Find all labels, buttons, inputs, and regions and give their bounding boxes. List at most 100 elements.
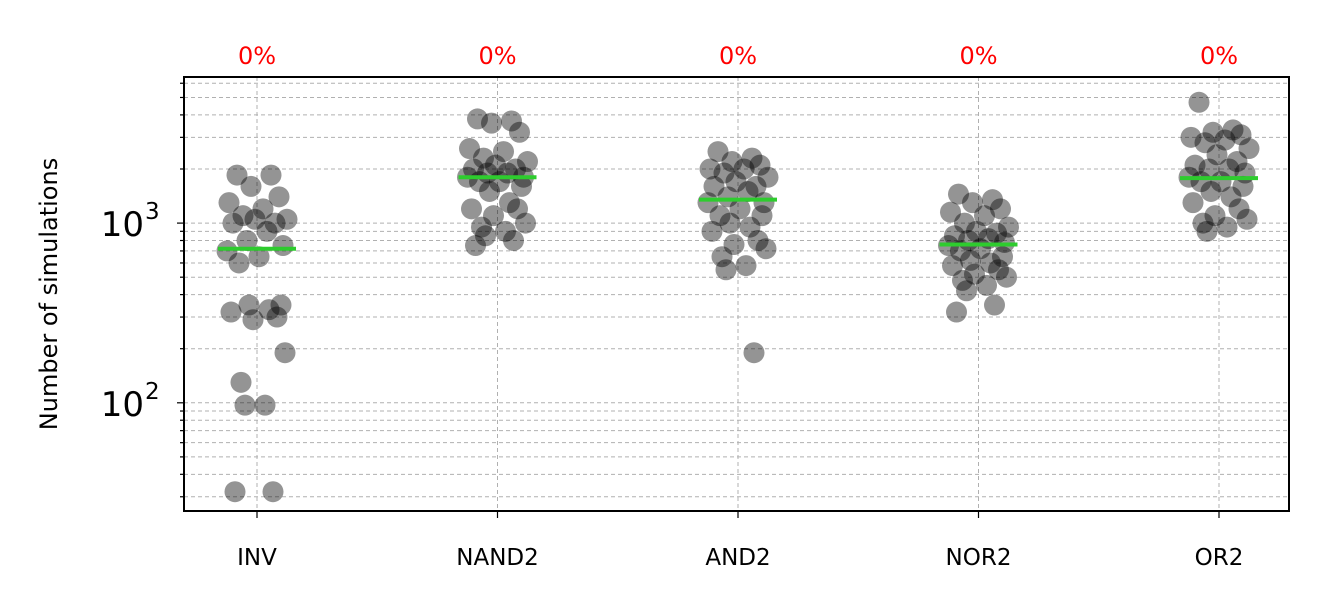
data-point-inv — [258, 299, 280, 321]
data-point-and2 — [699, 158, 721, 180]
data-point-inv — [248, 246, 270, 268]
data-point-inv — [230, 371, 252, 393]
data-point-or2 — [1192, 212, 1214, 234]
data-point-nand2 — [515, 212, 536, 234]
data-point-or2 — [1202, 121, 1224, 143]
data-point-nor2 — [984, 294, 1005, 316]
data-point-inv — [222, 212, 244, 234]
data-point-inv — [224, 481, 246, 503]
data-point-inv — [270, 294, 292, 316]
data-point-and2 — [723, 234, 745, 256]
data-point-and2 — [697, 192, 719, 214]
data-point-and2 — [707, 141, 729, 163]
data-point-and2 — [717, 186, 739, 208]
data-point-nor2 — [998, 216, 1019, 238]
data-point-and2 — [749, 154, 771, 176]
data-point-and2 — [709, 205, 731, 227]
data-point-and2 — [733, 158, 755, 180]
data-point-nand2 — [475, 225, 496, 247]
data-point-or2 — [1228, 198, 1250, 220]
data-point-and2 — [703, 175, 725, 197]
data-point-nand2 — [505, 158, 526, 180]
data-point-inv — [242, 309, 264, 331]
data-point-inv — [260, 164, 282, 186]
data-point-and2 — [719, 212, 741, 234]
data-point-inv — [276, 208, 298, 230]
x-tick-label-nor2: NOR2 — [946, 545, 1012, 571]
data-point-nor2 — [994, 231, 1015, 253]
data-point-and2 — [735, 255, 757, 277]
data-point-nor2 — [944, 225, 965, 247]
data-point-inv — [272, 235, 294, 257]
percent-annotation: 0% — [478, 42, 516, 70]
data-point-inv — [274, 342, 296, 364]
data-point-or2 — [1226, 151, 1248, 173]
data-point-inv — [228, 252, 250, 274]
data-point-nand2 — [473, 147, 494, 169]
y-tick-label-exponent: 2 — [145, 379, 160, 405]
data-point-and2 — [751, 205, 773, 227]
data-point-or2 — [1216, 216, 1238, 238]
median-layer — [218, 175, 1258, 251]
data-point-nand2 — [481, 112, 502, 134]
data-point-or2 — [1196, 220, 1218, 242]
points-layer — [216, 91, 1260, 503]
data-point-or2 — [1230, 124, 1252, 146]
y-tick-label-exponent: 3 — [145, 199, 160, 225]
data-point-or2 — [1188, 91, 1210, 113]
data-point-inv — [236, 230, 258, 252]
x-tick-label-and2: AND2 — [705, 545, 770, 571]
data-point-and2 — [701, 220, 723, 242]
data-point-and2 — [739, 216, 761, 238]
data-point-nor2 — [942, 255, 963, 277]
data-point-nor2 — [990, 198, 1011, 220]
x-tick-label-or2: OR2 — [1195, 545, 1244, 571]
data-point-and2 — [729, 198, 751, 220]
data-point-nand2 — [465, 235, 486, 257]
data-point-or2 — [1236, 208, 1258, 230]
data-point-inv — [234, 394, 256, 416]
data-point-or2 — [1222, 119, 1244, 141]
data-point-or2 — [1198, 158, 1220, 180]
data-point-or2 — [1180, 126, 1202, 148]
data-point-or2 — [1220, 186, 1242, 208]
data-point-nand2 — [501, 110, 522, 132]
data-point-and2 — [711, 246, 733, 268]
data-point-nor2 — [974, 205, 995, 227]
data-point-nand2 — [509, 121, 530, 143]
data-point-nor2 — [960, 249, 981, 271]
x-tick-label-nand2: NAND2 — [456, 545, 539, 571]
data-point-nand2 — [483, 205, 504, 227]
data-point-inv — [256, 220, 278, 242]
data-point-or2 — [1204, 205, 1226, 227]
data-point-nand2 — [493, 141, 514, 163]
data-point-or2 — [1184, 154, 1206, 176]
x-tick-label-inv: INV — [237, 545, 277, 571]
data-point-and2 — [753, 192, 775, 214]
data-point-inv — [244, 208, 266, 230]
y-tick-label: 10 — [101, 205, 144, 245]
y-tick-label: 10 — [101, 385, 144, 425]
data-point-inv — [264, 212, 286, 234]
data-point-and2 — [747, 230, 769, 252]
data-point-nand2 — [459, 138, 480, 160]
data-point-nor2 — [962, 192, 983, 214]
data-point-or2 — [1194, 132, 1216, 154]
data-point-inv — [262, 481, 284, 503]
plot-frame — [183, 76, 1290, 512]
data-point-inv — [266, 306, 288, 328]
data-point-nand2 — [503, 230, 524, 252]
data-point-nand2 — [461, 198, 482, 220]
data-point-or2 — [1182, 192, 1204, 214]
data-point-inv — [268, 186, 290, 208]
data-point-or2 — [1200, 180, 1222, 202]
data-point-nor2 — [946, 301, 967, 323]
data-point-and2 — [721, 151, 743, 173]
data-point-and2 — [713, 162, 735, 184]
data-point-or2 — [1206, 144, 1228, 166]
data-point-nor2 — [948, 183, 969, 205]
percent-annotation: 0% — [1200, 42, 1238, 70]
data-point-nand2 — [479, 180, 500, 202]
